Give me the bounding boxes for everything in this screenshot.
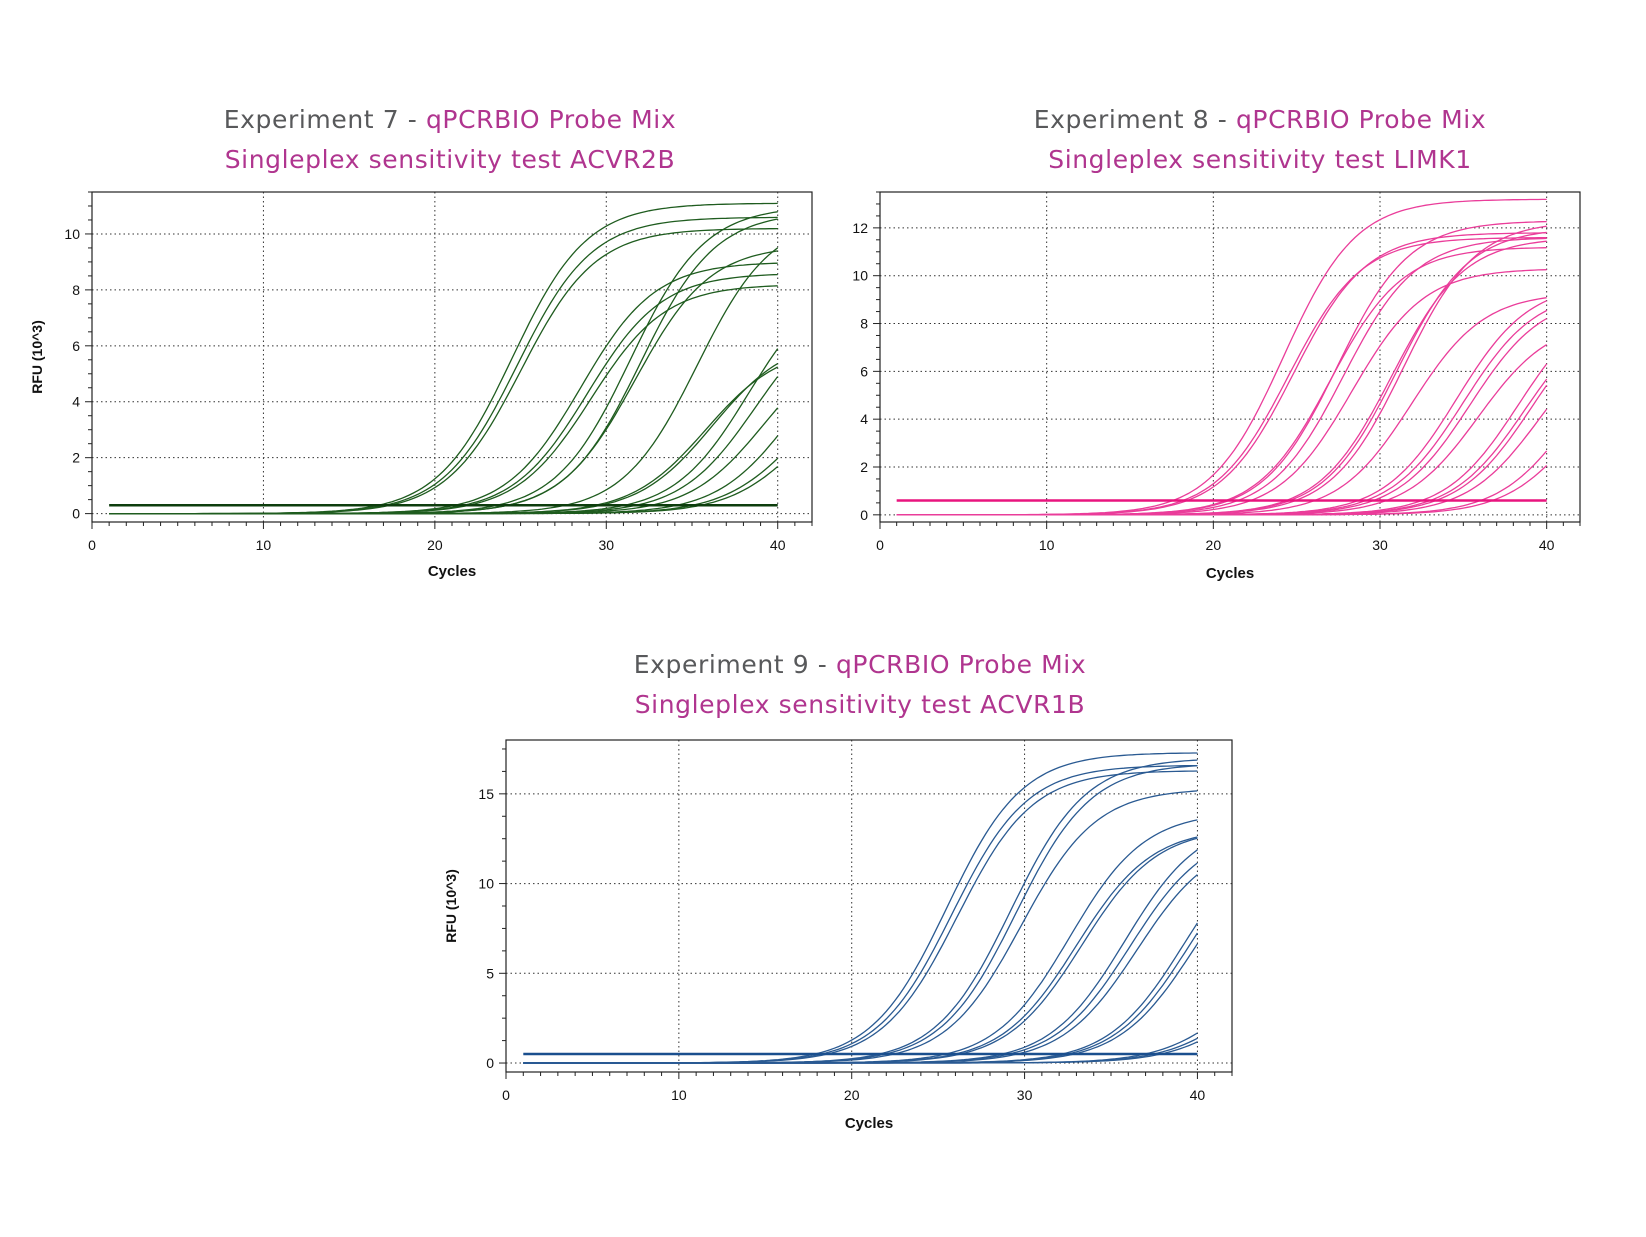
y-axis-label: RFU (10^3) — [443, 869, 459, 943]
chart-3-title-highlight: qPCRBIO Probe Mix — [835, 650, 1087, 679]
chart-2-subtitle: Singleplex sensitivity test LIMK1 — [1048, 145, 1472, 174]
amplification-curve — [896, 237, 1547, 516]
chart-1-title-highlight: qPCRBIO Probe Mix — [425, 105, 677, 134]
y-tick-label: 4 — [860, 411, 868, 427]
amplification-curve — [896, 220, 1547, 516]
y-tick-label: 10 — [478, 876, 494, 892]
amplification-curve — [523, 836, 1198, 1064]
amplification-curve — [896, 225, 1547, 516]
chart-2-plot: 010203040024681012CyclesRFU (10^3) — [852, 191, 1581, 582]
x-tick-label: 20 — [844, 1087, 860, 1103]
x-tick-label: 30 — [598, 537, 614, 553]
amplification-curve — [523, 932, 1198, 1064]
x-tick-label: 10 — [671, 1087, 687, 1103]
amplification-curve — [109, 363, 779, 515]
x-tick-label: 0 — [876, 537, 884, 553]
amplification-curve — [896, 317, 1548, 516]
chart-1-title: Experiment 7 - qPCRBIO Probe Mix Singlep… — [60, 100, 840, 180]
amplification-curve — [896, 231, 1547, 516]
amplification-curve — [523, 770, 1198, 1064]
chart-2-title-highlight: qPCRBIO Probe Mix — [1235, 105, 1487, 134]
x-axis-label: Cycles — [1206, 565, 1254, 582]
amplification-curve — [896, 384, 1548, 516]
y-tick-label: 0 — [486, 1055, 494, 1071]
amplification-curve — [523, 862, 1198, 1064]
amplification-curve — [109, 216, 778, 515]
x-tick-label: 20 — [427, 537, 443, 553]
amplification-curve — [109, 262, 778, 515]
chart-1-subtitle: Singleplex sensitivity test ACVR2B — [224, 145, 676, 174]
amplification-curve — [896, 247, 1547, 516]
amplification-curve — [109, 211, 778, 515]
amplification-curve — [523, 819, 1198, 1064]
amplification-curve — [896, 300, 1547, 516]
chart-2-title-prefix: Experiment 8 - — [1033, 105, 1236, 134]
y-tick-label: 2 — [860, 459, 868, 475]
amplification-curve — [523, 849, 1198, 1064]
x-axis-label: Cycles — [428, 563, 476, 580]
y-tick-label: 0 — [72, 506, 80, 522]
amplification-curve — [523, 1041, 1198, 1064]
amplification-curve — [896, 465, 1548, 516]
amplification-curve — [109, 202, 778, 515]
y-tick-label: 2 — [72, 450, 80, 466]
amplification-curve — [109, 466, 779, 515]
amplification-curve — [896, 269, 1547, 516]
amplification-curve — [896, 344, 1548, 516]
amplification-curve — [109, 366, 779, 515]
amplification-curve — [523, 790, 1198, 1064]
plot-frame — [91, 191, 813, 523]
amplification-curve — [109, 247, 779, 515]
chart-3-title-prefix: Experiment 9 - — [633, 650, 836, 679]
amplification-curve — [109, 285, 778, 515]
chart-3-subtitle: Singleplex sensitivity test ACVR1B — [634, 690, 1086, 719]
x-tick-label: 0 — [88, 537, 96, 553]
x-tick-label: 40 — [770, 537, 786, 553]
plot-frame — [505, 739, 1233, 1073]
y-tick-label: 0 — [860, 507, 868, 523]
x-axis-label: Cycles — [845, 1115, 893, 1132]
x-tick-label: 40 — [1190, 1087, 1206, 1103]
y-tick-label: 8 — [72, 282, 80, 298]
amplification-curve — [523, 837, 1198, 1064]
chart-1-plot: 0 10 20 30 40 0 2 4 6 8 10 Cycles RFU (10^3) — [29, 191, 813, 580]
y-tick-label: 15 — [478, 786, 494, 802]
amplification-curve — [523, 759, 1198, 1064]
amplification-curve — [109, 348, 779, 515]
amplification-curve — [896, 232, 1547, 516]
y-axis-label: RFU (10^3) — [29, 320, 45, 394]
y-tick-label: 6 — [72, 338, 80, 354]
chart-3-title: Experiment 9 - qPCRBIO Probe Mix Singlep… — [470, 645, 1250, 725]
plot-frame — [879, 191, 1581, 523]
y-tick-label: 4 — [72, 394, 80, 410]
amplification-curve — [523, 752, 1198, 1064]
y-tick-label: 12 — [852, 220, 868, 236]
x-tick-label: 40 — [1539, 537, 1555, 553]
x-tick-label: 30 — [1017, 1087, 1033, 1103]
amplification-curve — [896, 309, 1548, 516]
y-tick-label: 5 — [486, 965, 494, 981]
x-tick-label: 10 — [1039, 537, 1055, 553]
amplification-curve — [109, 218, 778, 515]
x-tick-label: 0 — [502, 1087, 510, 1103]
chart-2-title: Experiment 8 - qPCRBIO Probe Mix Singlep… — [870, 100, 1646, 180]
y-tick-label: 6 — [860, 363, 868, 379]
amplification-curve — [109, 376, 779, 515]
amplification-curve — [896, 198, 1547, 516]
y-tick-label: 10 — [852, 268, 868, 284]
amplification-curve — [896, 237, 1547, 516]
amplification-curve — [896, 297, 1547, 516]
chart-1-title-prefix: Experiment 7 - — [223, 105, 426, 134]
amplification-curve — [109, 435, 779, 515]
x-tick-label: 20 — [1206, 537, 1222, 553]
x-tick-label: 30 — [1372, 537, 1388, 553]
y-tick-label: 10 — [64, 226, 80, 242]
chart-3-plot: 0 10 20 30 40 0 5 10 15 Cycles RFU (10^3) — [443, 739, 1233, 1132]
y-tick-label: 8 — [860, 316, 868, 332]
x-tick-label: 10 — [256, 537, 272, 553]
